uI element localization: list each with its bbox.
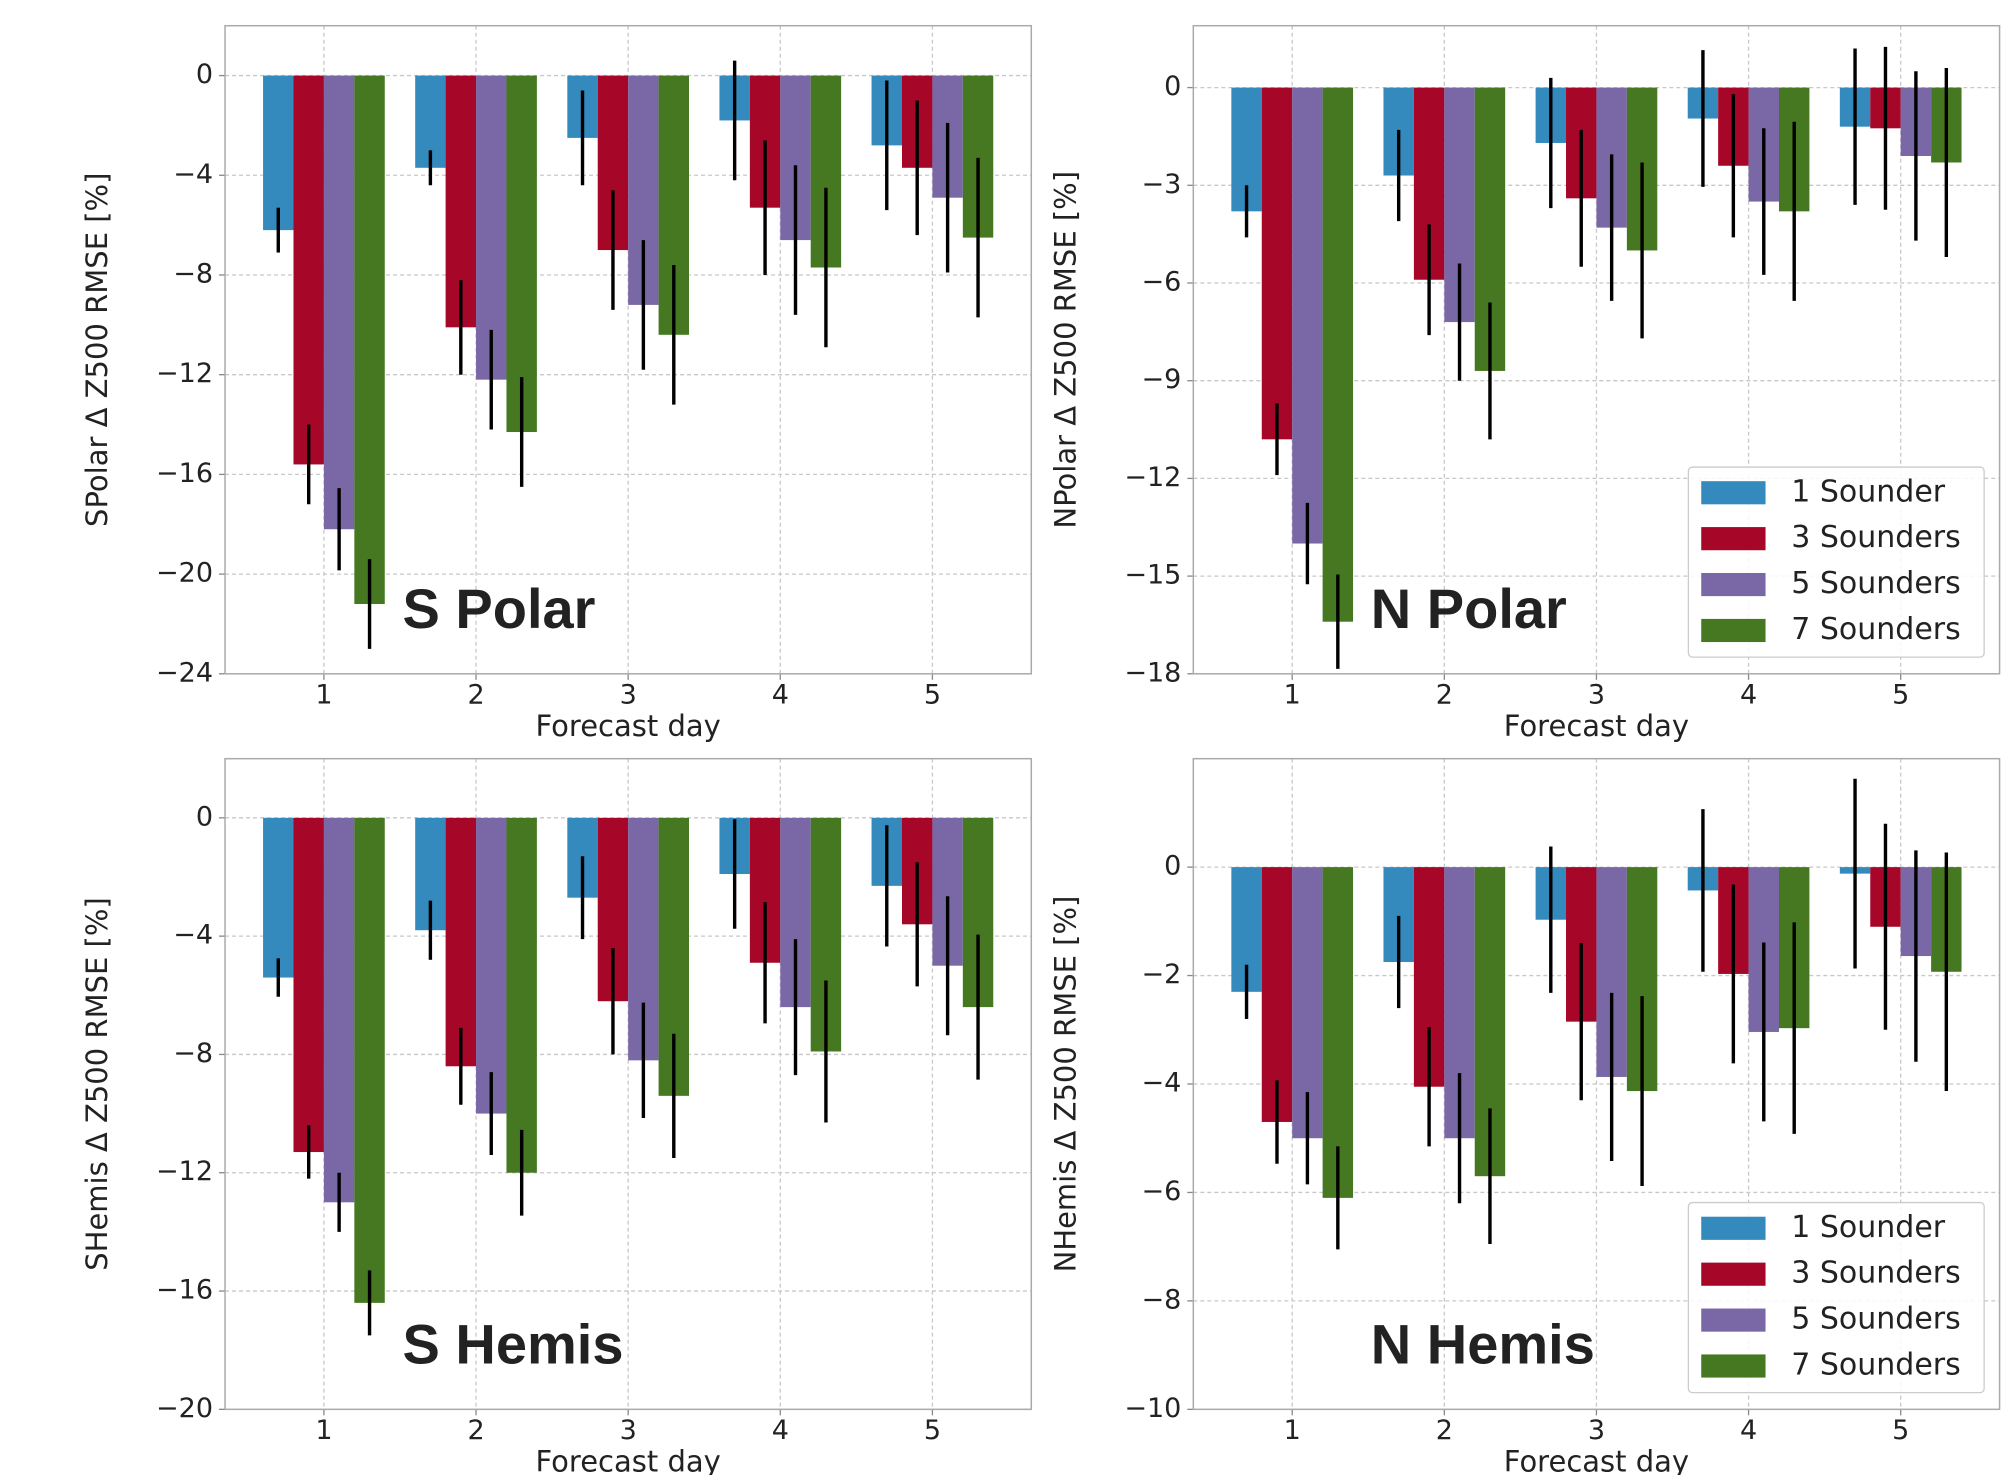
y-tick-label: 0 xyxy=(1164,851,1181,882)
x-tick-label: 4 xyxy=(772,1415,789,1446)
x-axis-label: Forecast day xyxy=(1504,709,1689,743)
bar xyxy=(293,817,324,1153)
bar xyxy=(1322,87,1354,622)
bar xyxy=(476,817,507,1114)
bar xyxy=(445,817,477,1067)
y-axis-label: SHemis Δ Z500 RMSE [%] xyxy=(80,897,114,1271)
bar xyxy=(293,75,324,465)
legend-label: 5 Sounders xyxy=(1791,1302,1961,1337)
panel-annotation: S Hemis xyxy=(402,1313,623,1376)
y-tick-label: −12 xyxy=(156,1156,213,1187)
x-tick-label: 1 xyxy=(1284,679,1301,710)
bar xyxy=(354,817,385,1303)
y-tick-label: −18 xyxy=(1124,657,1181,688)
legend-label: 7 Sounders xyxy=(1791,612,1961,647)
legend-label: 3 Sounders xyxy=(1791,520,1961,555)
y-tick-label: −9 xyxy=(1142,364,1182,395)
x-tick-label: 3 xyxy=(620,679,637,710)
y-tick-label: −6 xyxy=(1142,1176,1182,1207)
x-tick-label: 3 xyxy=(1588,1415,1605,1446)
axes-frame xyxy=(1192,24,2001,675)
legend-label: 5 Sounders xyxy=(1791,566,1961,601)
bar xyxy=(476,75,507,380)
x-tick-label: 2 xyxy=(1436,679,1453,710)
legend-label: 1 Sounder xyxy=(1791,1210,1946,1245)
legend-label: 3 Sounders xyxy=(1791,1256,1961,1291)
x-tick-label: 4 xyxy=(772,679,789,710)
x-tick-label: 5 xyxy=(1892,679,1909,710)
legend-swatch xyxy=(1701,572,1766,597)
bar xyxy=(1292,87,1323,544)
panel-annotation: N Polar xyxy=(1371,577,1567,640)
x-tick-label: 1 xyxy=(315,679,332,710)
panel-annotation: S Polar xyxy=(402,577,595,640)
bar xyxy=(1261,87,1293,440)
legend-box xyxy=(1687,1201,1985,1394)
bar xyxy=(506,75,537,433)
y-tick-label: −20 xyxy=(156,558,213,589)
x-axis-label: Forecast day xyxy=(1504,1444,1689,1475)
bar xyxy=(506,817,537,1173)
bar xyxy=(323,75,355,530)
y-tick-label: −4 xyxy=(173,159,213,190)
legend-label: 7 Sounders xyxy=(1791,1348,1961,1383)
x-tick-label: 4 xyxy=(1740,679,1757,710)
y-tick-label: −15 xyxy=(1124,560,1181,591)
legend-box xyxy=(1687,466,1985,658)
y-tick-label: −24 xyxy=(156,657,213,688)
legend-swatch xyxy=(1701,1216,1766,1240)
x-tick-label: 3 xyxy=(620,1415,637,1446)
x-axis-label: Forecast day xyxy=(536,709,721,743)
y-tick-label: −8 xyxy=(173,1038,213,1069)
legend-swatch xyxy=(1701,481,1766,505)
legend-label: 1 Sounder xyxy=(1791,474,1946,509)
y-tick-label: 0 xyxy=(1164,71,1181,102)
y-tick-label: −10 xyxy=(1124,1393,1181,1424)
bar xyxy=(263,817,294,978)
bar xyxy=(1261,867,1293,1122)
bar xyxy=(263,75,294,231)
y-tick-label: −20 xyxy=(156,1393,213,1424)
y-tick-label: −16 xyxy=(156,458,213,489)
x-tick-label: 5 xyxy=(1892,1415,1909,1446)
bar xyxy=(323,817,355,1203)
y-tick-label: −4 xyxy=(1142,1068,1182,1099)
legend-swatch xyxy=(1701,618,1766,643)
x-axis-label: Forecast day xyxy=(536,1444,721,1475)
y-tick-label: −12 xyxy=(156,358,213,389)
y-tick-label: −8 xyxy=(173,258,213,289)
y-tick-label: −12 xyxy=(1124,462,1181,493)
x-tick-label: 1 xyxy=(315,1415,332,1446)
x-tick-label: 2 xyxy=(467,679,484,710)
axes-frame xyxy=(224,757,1033,1411)
y-axis-label: SPolar Δ Z500 RMSE [%] xyxy=(80,173,114,527)
y-axis-label: NHemis Δ Z500 RMSE [%] xyxy=(1048,896,1082,1273)
legend-swatch xyxy=(1701,527,1766,551)
x-tick-label: 2 xyxy=(467,1415,484,1446)
x-tick-label: 4 xyxy=(1740,1415,1757,1446)
bar xyxy=(1322,867,1354,1198)
y-tick-label: −16 xyxy=(156,1275,213,1306)
legend-swatch xyxy=(1701,1354,1766,1378)
legend-swatch xyxy=(1701,1262,1766,1286)
y-tick-label: −6 xyxy=(1142,267,1182,298)
y-tick-label: −3 xyxy=(1142,169,1182,200)
x-tick-label: 2 xyxy=(1436,1415,1453,1446)
y-tick-label: −8 xyxy=(1142,1284,1182,1315)
legend-swatch xyxy=(1701,1308,1766,1332)
x-tick-label: 3 xyxy=(1588,679,1605,710)
panel-annotation: N Hemis xyxy=(1371,1313,1595,1376)
y-tick-label: −4 xyxy=(173,920,213,951)
bar xyxy=(354,75,385,605)
x-tick-label: 1 xyxy=(1284,1415,1301,1446)
y-tick-label: 0 xyxy=(196,59,213,90)
y-axis-label: NPolar Δ Z500 RMSE [%] xyxy=(1048,171,1082,529)
x-tick-label: 5 xyxy=(924,679,941,710)
y-tick-label: 0 xyxy=(196,801,213,832)
x-tick-label: 5 xyxy=(924,1415,941,1446)
axes-frame xyxy=(224,24,1033,675)
axes-frame xyxy=(1192,757,2001,1411)
y-tick-label: −2 xyxy=(1142,959,1182,990)
